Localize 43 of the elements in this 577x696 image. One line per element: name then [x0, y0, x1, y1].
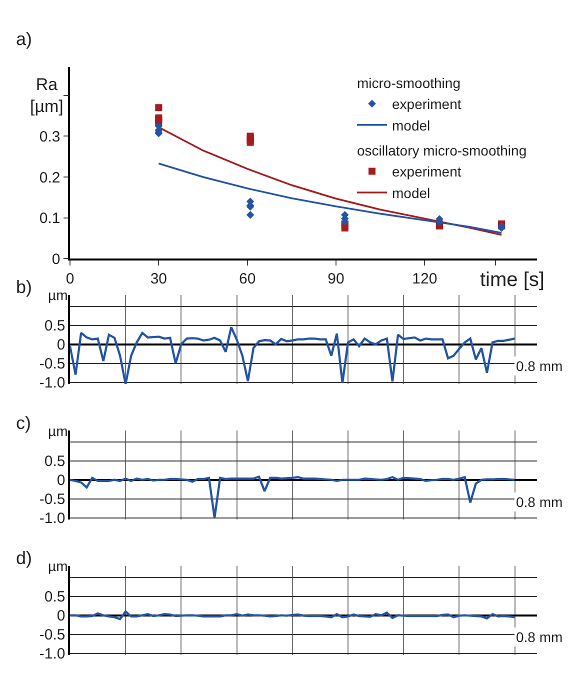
legend-label: model — [392, 117, 430, 134]
y-tick-label: 0 — [56, 608, 66, 625]
y-tick-label: 0 — [56, 336, 66, 354]
x-axis-title: 0.8 mm — [516, 629, 563, 645]
y-tick-label: 0 — [52, 250, 60, 268]
y-axis-title: Ra [µm] — [30, 75, 64, 116]
y-tick-label: -1.0 — [39, 646, 66, 663]
line-series — [70, 610, 516, 620]
y-tick-label: 0 — [56, 472, 66, 490]
y-tick-label: 0.5 — [44, 318, 66, 335]
y-tick-label: 0.3 — [39, 128, 60, 146]
x-axis-title: 0.8 mm — [516, 358, 563, 374]
annotation: oscillatory micro-smoothing — [357, 142, 527, 159]
legend-label: experiment — [392, 164, 462, 180]
line-series — [70, 326, 516, 384]
chart-title: b) — [16, 277, 32, 297]
x-axis-title: 0.8 mm — [516, 494, 563, 510]
x-tick-label: 60 — [238, 270, 256, 288]
y-tick-label: -0.5 — [39, 356, 66, 373]
y-tick-label: -1.0 — [39, 510, 66, 528]
x-tick-label: 120 — [412, 270, 438, 288]
y-tick-label: -0.5 — [39, 626, 66, 644]
legend-label: model — [392, 184, 430, 201]
line-series — [70, 476, 516, 519]
point — [155, 104, 162, 112]
y-tick-label: 0.5 — [44, 588, 66, 606]
y-tick-label: -1.0 — [39, 374, 66, 392]
y-tick-label: 0.1 — [39, 210, 60, 228]
point — [246, 211, 254, 219]
y-tick-label: 0.5 — [44, 453, 66, 470]
y-axis-title: µm — [48, 558, 68, 574]
chart-title: d) — [16, 548, 32, 568]
x-tick-label: 90 — [328, 270, 344, 288]
annotation: micro-smoothing — [357, 74, 460, 91]
x-tick-label: 30 — [150, 270, 168, 288]
y-tick-label: -0.5 — [39, 491, 66, 508]
legend-label: experiment — [392, 96, 462, 112]
y-tick-label: 0.2 — [39, 169, 60, 186]
y-axis-title: µm — [48, 423, 68, 439]
x-axis-title: time [s] — [480, 269, 544, 291]
chart-title: a) — [16, 29, 32, 49]
chart-title: c) — [16, 413, 31, 433]
y-axis-title: µm — [48, 287, 68, 303]
